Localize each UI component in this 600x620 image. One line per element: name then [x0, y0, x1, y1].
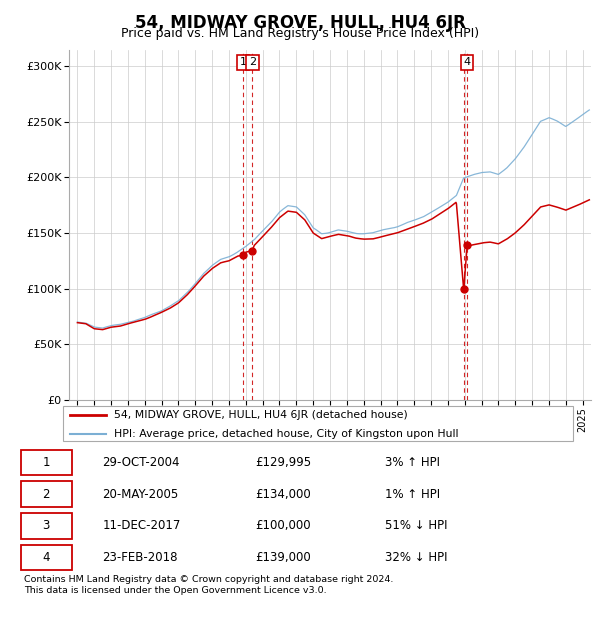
Text: HPI: Average price, detached house, City of Kingston upon Hull: HPI: Average price, detached house, City… — [114, 428, 458, 438]
Text: 54, MIDWAY GROVE, HULL, HU4 6JR (detached house): 54, MIDWAY GROVE, HULL, HU4 6JR (detache… — [114, 410, 408, 420]
Text: 1: 1 — [43, 456, 50, 469]
Text: 20-MAY-2005: 20-MAY-2005 — [103, 487, 179, 500]
Text: 1% ↑ HPI: 1% ↑ HPI — [385, 487, 440, 500]
Text: 29-OCT-2004: 29-OCT-2004 — [103, 456, 180, 469]
Text: 4: 4 — [43, 551, 50, 564]
Text: 4: 4 — [464, 58, 470, 68]
FancyBboxPatch shape — [21, 481, 71, 507]
Text: 54, MIDWAY GROVE, HULL, HU4 6JR: 54, MIDWAY GROVE, HULL, HU4 6JR — [134, 14, 466, 32]
Text: Price paid vs. HM Land Registry's House Price Index (HPI): Price paid vs. HM Land Registry's House … — [121, 27, 479, 40]
FancyBboxPatch shape — [62, 406, 574, 441]
FancyBboxPatch shape — [21, 450, 71, 475]
FancyBboxPatch shape — [21, 513, 71, 539]
Text: Contains HM Land Registry data © Crown copyright and database right 2024.
This d: Contains HM Land Registry data © Crown c… — [24, 575, 394, 595]
Text: £100,000: £100,000 — [255, 520, 311, 533]
Text: 23-FEB-2018: 23-FEB-2018 — [103, 551, 178, 564]
Text: 11-DEC-2017: 11-DEC-2017 — [103, 520, 181, 533]
Text: £134,000: £134,000 — [255, 487, 311, 500]
Text: 3% ↑ HPI: 3% ↑ HPI — [385, 456, 440, 469]
Text: £129,995: £129,995 — [255, 456, 311, 469]
Text: £139,000: £139,000 — [255, 551, 311, 564]
Text: 2: 2 — [248, 58, 256, 68]
Text: 1: 1 — [239, 58, 247, 68]
Text: 2: 2 — [43, 487, 50, 500]
FancyBboxPatch shape — [21, 545, 71, 570]
Text: 32% ↓ HPI: 32% ↓ HPI — [385, 551, 447, 564]
Text: 3: 3 — [43, 520, 50, 533]
Text: 51% ↓ HPI: 51% ↓ HPI — [385, 520, 447, 533]
